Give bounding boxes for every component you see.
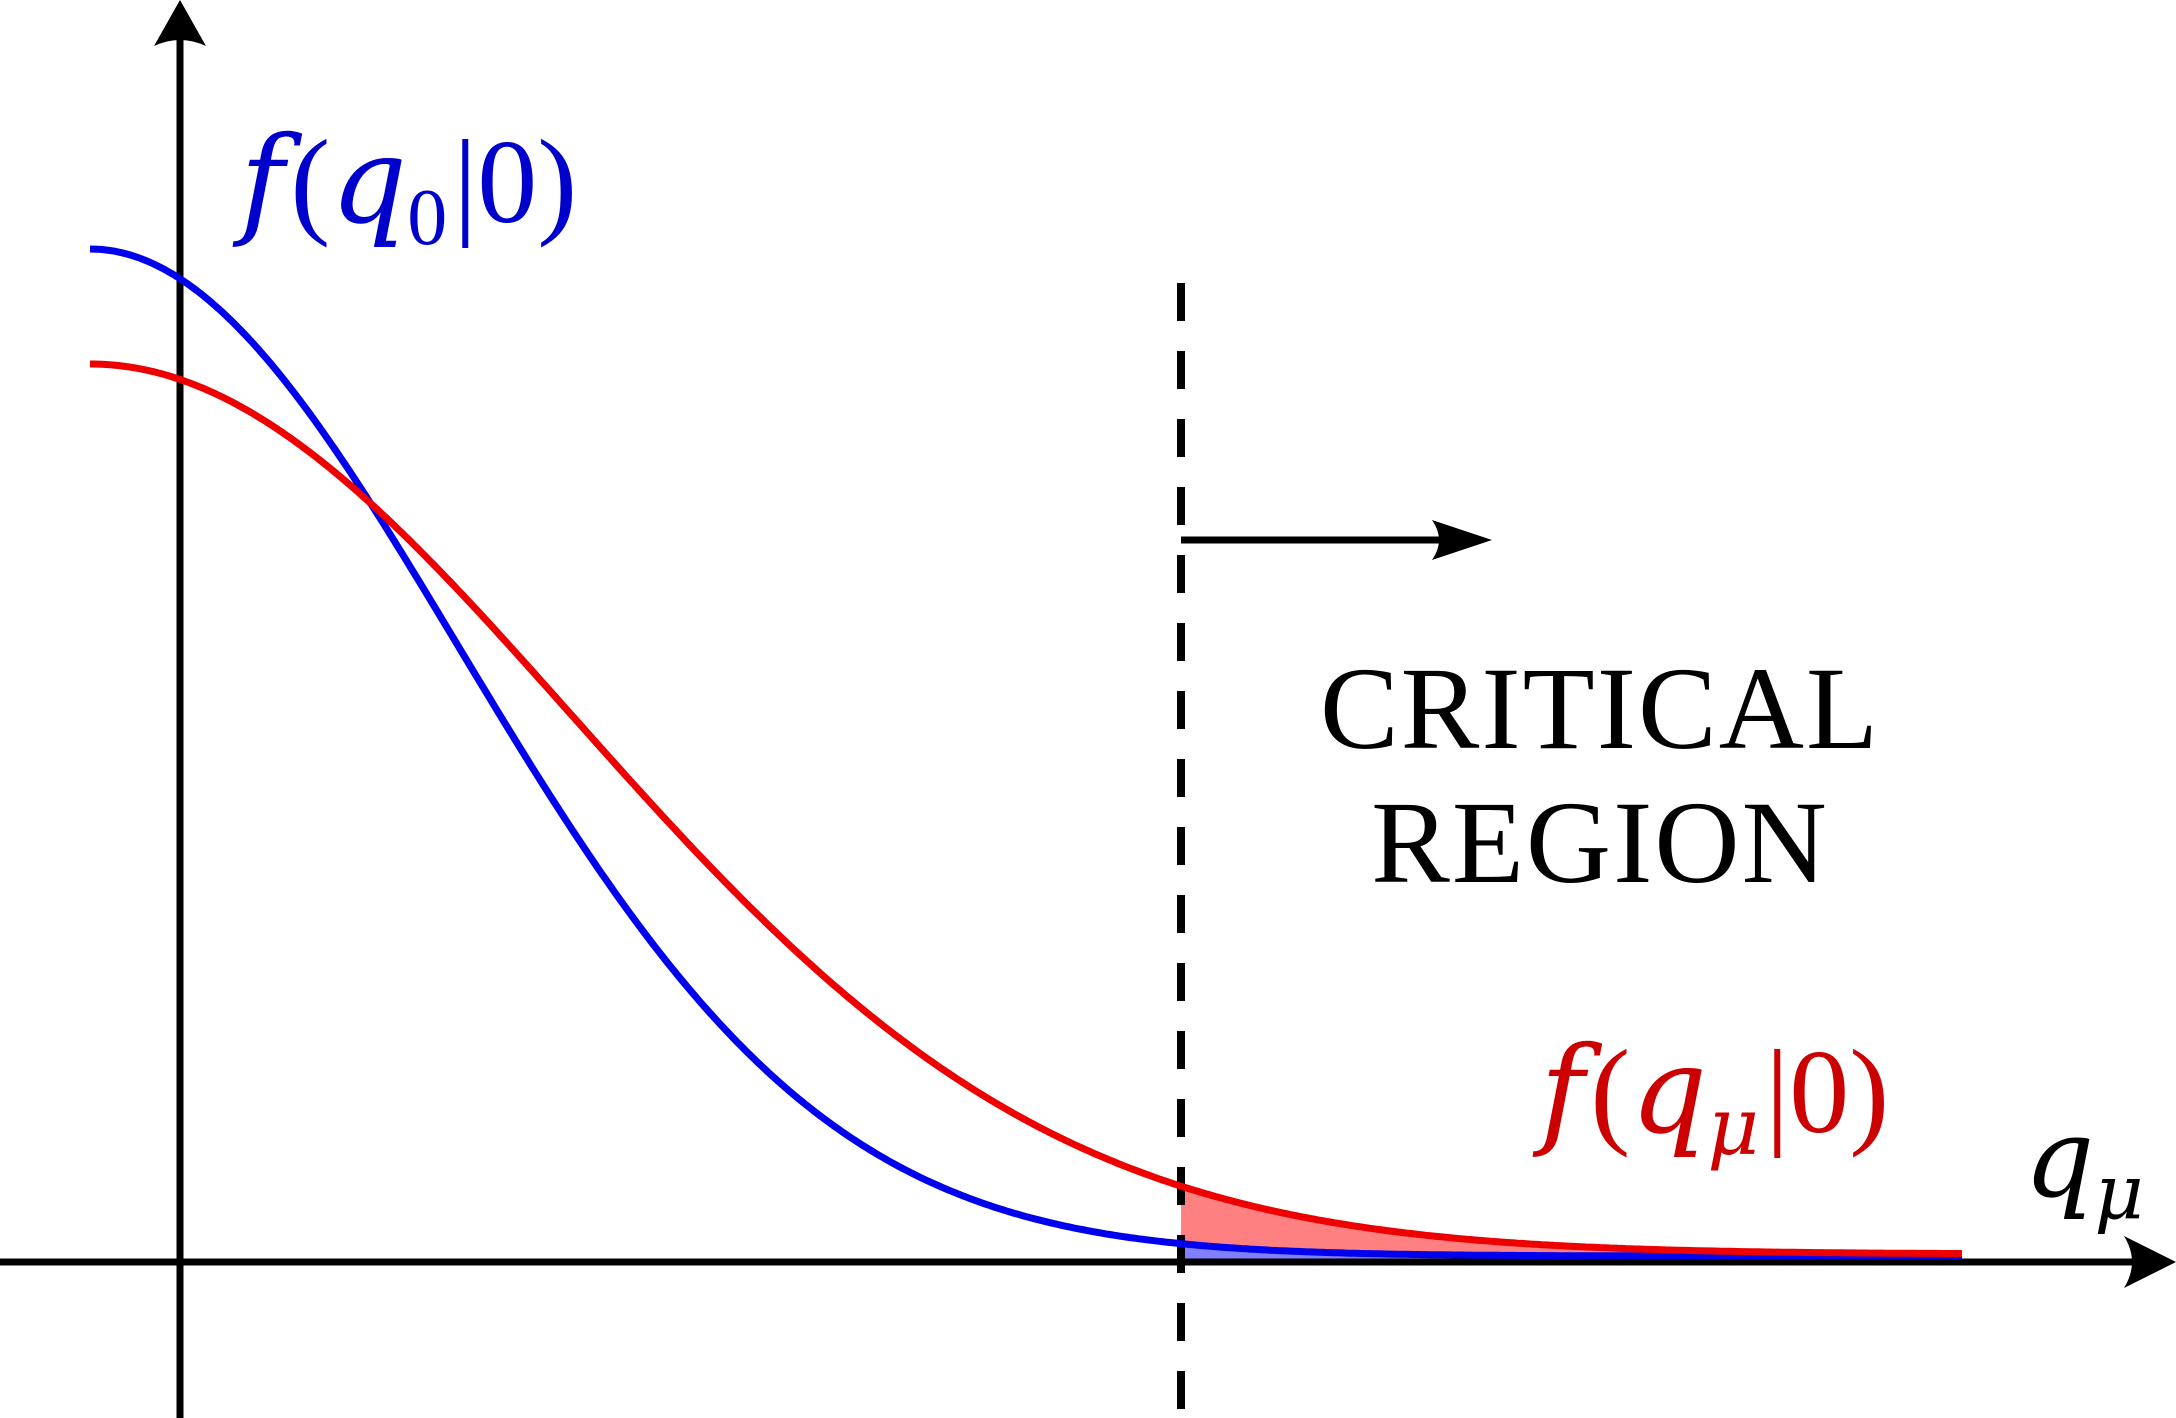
red-label-var: q — [1630, 1022, 1707, 1161]
blue-label-var: q — [330, 112, 407, 251]
critical-region-line2: REGION — [1371, 777, 1829, 908]
red-label-bar: | — [1765, 1025, 1789, 1158]
red-label-sub: μ — [1707, 1080, 1759, 1173]
blue-curve-f-q0 — [89, 245, 1962, 1260]
x-axis-arrowhead-icon — [2124, 1236, 2176, 1288]
blue-label-close: ) — [537, 115, 577, 248]
x-axis-label-sub: μ — [2094, 1147, 2143, 1236]
blue-label-arg: 0 — [477, 115, 537, 248]
blue-label-open: ( — [290, 115, 330, 248]
critical-region-line1: CRITICAL — [1320, 643, 1880, 774]
x-axis-label-var: q — [2024, 1094, 2094, 1222]
critical-region-arrow-icon — [1432, 520, 1492, 560]
red-tail-area — [1181, 1186, 1962, 1262]
x-axis-label: qμ — [2024, 1094, 2144, 1236]
blue-label-sub: 0 — [407, 174, 447, 262]
y-axis-arrowhead-icon — [154, 0, 206, 46]
red-curve-f-qmu — [90, 360, 1962, 1257]
red-curve-label: f(qμ|0) — [1532, 1022, 1889, 1173]
blue-curve-label: f(q0|0) — [232, 112, 577, 262]
red-label-close: ) — [1849, 1025, 1889, 1158]
blue-label-bar: | — [453, 115, 477, 248]
red-label-open: ( — [1590, 1025, 1630, 1158]
red-label-arg: 0 — [1789, 1025, 1849, 1158]
